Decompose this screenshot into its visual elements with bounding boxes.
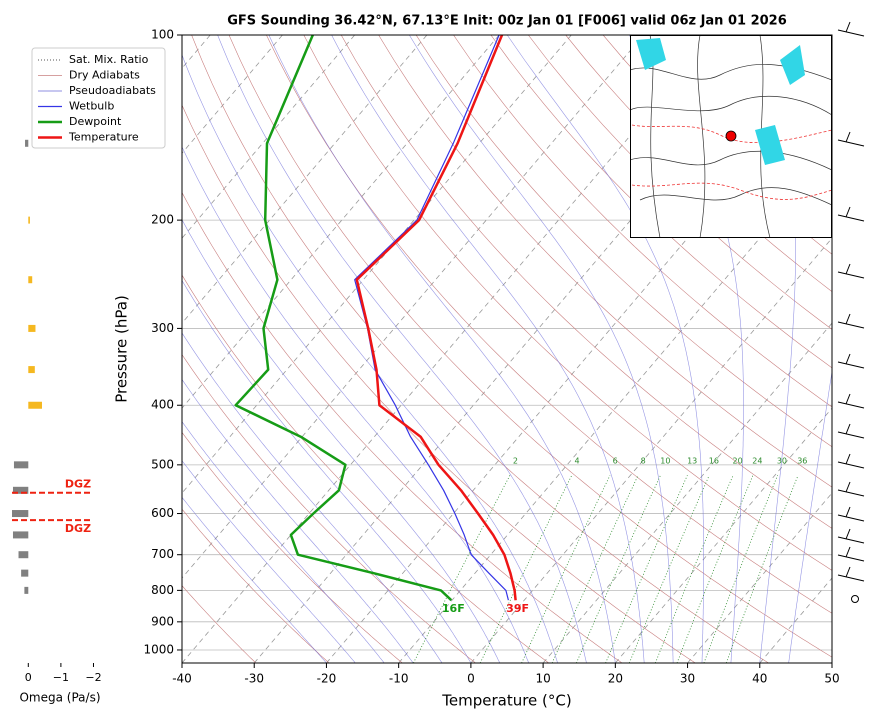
omega-bar (24, 587, 28, 594)
surface-label: 16F (442, 602, 465, 615)
x-tick-label: 0 (467, 672, 475, 686)
omega-bar (14, 461, 28, 468)
y-tick-label: 600 (151, 506, 174, 520)
omega-bar (28, 366, 35, 373)
x-tick-label: 40 (752, 672, 767, 686)
legend-label: Dry Adiabats (69, 69, 140, 82)
omega-label: Omega (Pa/s) (19, 691, 100, 705)
mixing-ratio-label: 13 (687, 456, 697, 465)
legend-label: Wetbulb (69, 100, 114, 113)
y-tick-label: 300 (151, 321, 174, 335)
mixing-ratio-label: 10 (660, 456, 670, 465)
y-tick-label: 900 (151, 614, 174, 628)
inset-map (630, 35, 832, 238)
x-axis-label: Temperature (°C) (441, 692, 571, 710)
omega-bar (21, 570, 28, 577)
dgz-label: DGZ (65, 478, 91, 491)
mixing-ratio-label: 16 (709, 456, 719, 465)
x-tick-label: -40 (172, 672, 192, 686)
omega-bar (19, 551, 29, 558)
omega-tick-label: 0 (25, 671, 32, 684)
x-tick-label: -30 (244, 672, 264, 686)
omega-bar (13, 531, 28, 538)
x-tick-label: 20 (608, 672, 623, 686)
mixing-ratio-label: 4 (574, 456, 579, 465)
omega-bar (25, 140, 28, 147)
legend-label: Pseudoadiabats (69, 84, 156, 97)
mixing-ratio-label: 6 (613, 456, 618, 465)
x-tick-label: 30 (680, 672, 695, 686)
mixing-ratio-label: 20 (733, 456, 743, 465)
omega-bar (28, 276, 32, 283)
y-tick-label: 700 (151, 547, 174, 561)
omega-bar (28, 325, 35, 332)
omega-tick-label: −1 (53, 671, 69, 684)
y-tick-label: 1000 (143, 642, 174, 656)
chart-title: GFS Sounding 36.42°N, 67.13°E Init: 00z … (227, 14, 787, 29)
y-tick-label: 100 (151, 28, 174, 42)
mixing-ratio-label: 36 (797, 456, 807, 465)
y-axis-label: Pressure (hPa) (113, 295, 131, 403)
y-tick-label: 500 (151, 457, 174, 471)
y-tick-label: 400 (151, 398, 174, 412)
mixing-ratio-label: 30 (777, 456, 787, 465)
legend-label: Dewpoint (69, 115, 122, 128)
x-tick-label: 50 (824, 672, 839, 686)
y-tick-label: 200 (151, 213, 174, 227)
mixing-ratio-label: 24 (752, 456, 762, 465)
mixing-ratio-label: 8 (641, 456, 646, 465)
map-location (726, 131, 736, 141)
omega-bar (28, 217, 30, 224)
y-tick-label: 800 (151, 583, 174, 597)
legend-label: Temperature (68, 131, 139, 144)
dgz-label: DGZ (65, 522, 91, 535)
omega-bar (12, 510, 28, 517)
mixing-ratio-label: 2 (513, 456, 518, 465)
omega-bar (28, 402, 42, 409)
omega-tick-label: −2 (85, 671, 101, 684)
x-tick-label: -10 (389, 672, 409, 686)
surface-label: 39F (506, 602, 529, 615)
legend-label: Sat. Mix. Ratio (69, 53, 149, 66)
x-tick-label: -20 (317, 672, 337, 686)
x-tick-label: 10 (535, 672, 550, 686)
